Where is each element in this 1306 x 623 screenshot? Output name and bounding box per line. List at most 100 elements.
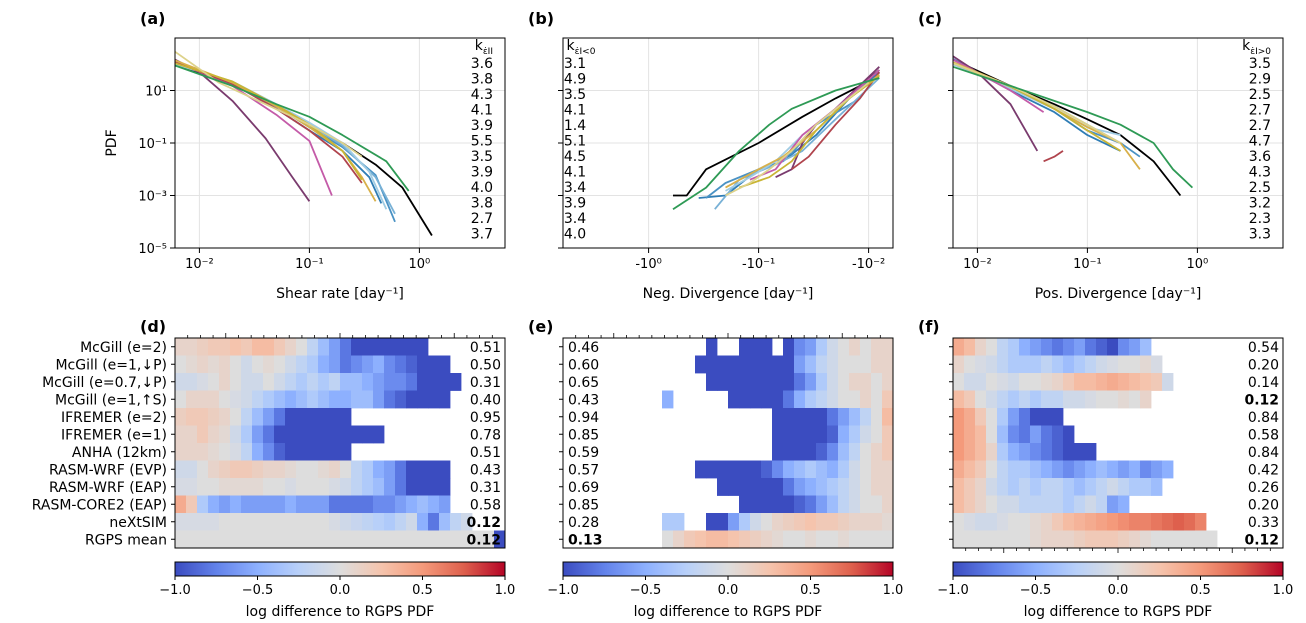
heat-cell <box>186 425 198 444</box>
heat-cell <box>783 373 795 391</box>
heat-cell <box>739 373 751 391</box>
row-value: 0.26 <box>1248 480 1279 496</box>
heat-cell <box>964 513 976 531</box>
heat-cell <box>307 460 319 479</box>
heat-cell <box>1107 530 1119 549</box>
heat-cell <box>329 443 341 461</box>
k-header: kε̇II <box>475 38 493 57</box>
heat-cell <box>494 530 506 549</box>
series-line <box>714 77 880 210</box>
heat-cell <box>252 513 264 531</box>
heat-cell <box>849 338 861 356</box>
series-line <box>174 62 396 215</box>
heat-cell <box>739 338 751 356</box>
heat-cell <box>827 530 839 549</box>
heat-cell <box>1107 355 1119 374</box>
heat-cell <box>406 355 418 374</box>
heat-cell <box>783 408 795 426</box>
heat-cell <box>816 355 828 374</box>
k-value: 3.5 <box>471 149 493 165</box>
heat-cell <box>318 495 330 514</box>
heat-cell <box>871 460 883 479</box>
heat-cell <box>230 355 242 374</box>
heat-cell <box>1030 373 1042 391</box>
heat-cell <box>274 513 286 531</box>
heat-cell <box>997 530 1009 549</box>
heat-cell <box>1085 513 1097 531</box>
heat-cell <box>241 530 253 549</box>
heat-cell <box>986 443 998 461</box>
heat-cell <box>728 390 740 409</box>
heat-cell <box>285 478 297 496</box>
heat-cell <box>975 355 987 374</box>
heat-cell <box>373 425 385 444</box>
heat-cell <box>717 530 729 549</box>
heat-cell <box>783 495 795 514</box>
heat-cell <box>329 425 341 444</box>
heat-cell <box>417 495 429 514</box>
heat-cell <box>252 390 264 409</box>
heat-cell <box>964 390 976 409</box>
heat-cell <box>706 338 718 356</box>
heat-cell <box>1052 513 1064 531</box>
x-tick-label: 10⁰ <box>409 257 431 272</box>
heat-cell <box>805 460 817 479</box>
row-value: 0.43 <box>470 462 501 478</box>
heat-cell <box>986 373 998 391</box>
heat-cell <box>175 408 187 426</box>
k-header-main: k <box>1242 38 1251 54</box>
heat-cell <box>975 478 987 496</box>
heat-cell <box>953 425 965 444</box>
heat-cell <box>794 373 806 391</box>
series-line <box>952 65 1194 189</box>
k-value: 2.7 <box>1249 103 1271 119</box>
colorbar-bar <box>952 561 1284 577</box>
row-value: 0.12 <box>466 515 501 531</box>
colorbar-bar <box>174 561 506 577</box>
heat-cell <box>761 355 773 374</box>
heat-cell <box>1151 478 1163 496</box>
heat-cell <box>860 338 872 356</box>
heat-cell <box>975 425 987 444</box>
heat-cell <box>373 390 385 409</box>
heat-cell <box>975 408 987 426</box>
heat-cell <box>783 443 795 461</box>
heat-cell <box>860 460 872 479</box>
heat-cell <box>838 513 850 531</box>
heat-cell <box>406 373 418 391</box>
heat-cell <box>241 355 253 374</box>
heat-cell <box>728 373 740 391</box>
x-tick-label: 10⁻¹ <box>1073 257 1102 272</box>
heat-cell <box>197 478 209 496</box>
colorbar-label: log difference to RGPS PDF <box>634 604 823 620</box>
heat-cell <box>1019 425 1031 444</box>
k-value: 3.7 <box>471 227 493 243</box>
heat-cell <box>816 390 828 409</box>
heat-cell <box>1140 530 1152 549</box>
row-value: 0.58 <box>470 497 501 513</box>
row-value: 0.33 <box>1248 515 1279 531</box>
heat-cell <box>197 390 209 409</box>
heat-cell <box>750 355 762 374</box>
panel-e: 0.460.600.650.430.940.850.590.570.690.85… <box>528 317 894 549</box>
panel-tag: (a) <box>140 9 165 28</box>
heat-cell <box>274 390 286 409</box>
heat-cell <box>1052 425 1064 444</box>
heat-cell <box>318 443 330 461</box>
heat-cell <box>783 338 795 356</box>
heat-cell <box>230 443 242 461</box>
heat-cell <box>439 373 451 391</box>
heat-cell <box>849 425 861 444</box>
heat-cell <box>1096 478 1108 496</box>
heat-cell <box>175 338 187 356</box>
heat-cell <box>794 443 806 461</box>
heat-cell <box>1052 390 1064 409</box>
heat-cell <box>1019 443 1031 461</box>
heat-cell <box>827 373 839 391</box>
heat-cell <box>871 355 883 374</box>
x-tick-label: -10⁻¹ <box>742 257 775 272</box>
heat-cell <box>882 338 894 356</box>
heat-cell <box>318 513 330 531</box>
heat-cell <box>285 460 297 479</box>
heat-cell <box>1030 460 1042 479</box>
